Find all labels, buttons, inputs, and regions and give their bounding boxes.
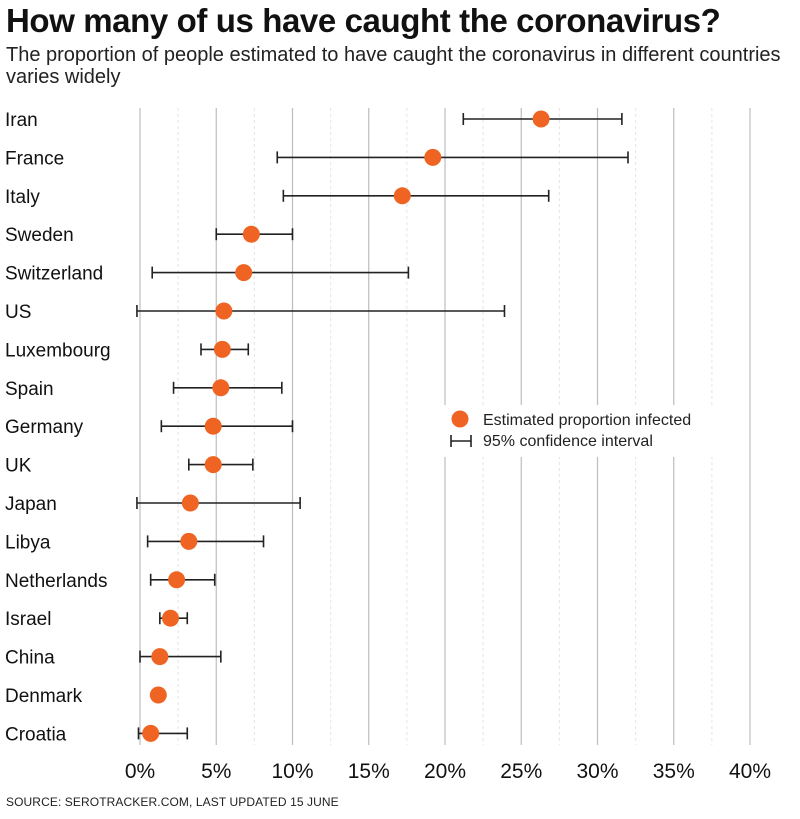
legend: Estimated proportion infected 95% confide… (442, 405, 738, 457)
dot-plot-chart: Iran France Italy Sweden Switzerland US Luxemb… (5, 108, 771, 783)
category-label: Spain (5, 379, 54, 400)
data-point (168, 571, 186, 589)
category-label: UK (5, 456, 32, 477)
category-label: France (5, 148, 64, 169)
x-tick-label: 10% (271, 760, 313, 783)
legend-errorbar-swatch (450, 435, 472, 447)
category-label: Japan (5, 494, 57, 515)
data-point (532, 110, 550, 128)
x-tick-label: 15% (348, 760, 390, 783)
data-point (151, 648, 169, 666)
category-label: Denmark (5, 686, 83, 707)
legend-entry-estimate: Estimated proportion infected (483, 412, 691, 429)
category-label: China (5, 648, 55, 669)
category-label: Luxembourg (5, 340, 111, 361)
category-label: Iran (5, 110, 38, 131)
category-label: Israel (5, 609, 51, 630)
data-point (215, 302, 233, 320)
x-axis-tick-labels: 0% 5% 10% 15% 20% 25% 30% 35% 40% (125, 760, 771, 783)
category-label: Italy (5, 187, 40, 208)
category-label: Sweden (5, 225, 74, 246)
data-point (162, 609, 179, 627)
data-point (204, 456, 222, 474)
confidence-interval-bar (136, 305, 506, 317)
data-point (149, 686, 167, 704)
legend-entry-ci: 95% confidence interval (483, 433, 653, 450)
category-label: Netherlands (5, 571, 107, 592)
category-label: Switzerland (5, 264, 103, 285)
data-point (424, 148, 442, 166)
legend-point-swatch (451, 410, 469, 428)
data-point (142, 724, 160, 742)
data-point (235, 264, 253, 282)
confidence-interval-bar (151, 266, 410, 279)
category-labels: Iran France Italy Sweden Switzerland US Luxemb… (5, 110, 111, 745)
category-label: Libya (5, 532, 51, 553)
x-tick-label: 35% (653, 760, 695, 783)
x-tick-label: 5% (201, 760, 231, 783)
data-points (142, 110, 550, 742)
category-label: Germany (5, 417, 84, 438)
x-tick-label: 20% (424, 760, 466, 783)
category-label: US (5, 302, 31, 323)
source-note: SOURCE: SEROTRACKER.COM, LAST UPDATED 15… (6, 795, 339, 809)
data-point (213, 340, 231, 358)
confidence-interval-bar (282, 189, 550, 202)
chart-title: How many of us have caught the coronavir… (6, 2, 721, 39)
category-label: Croatia (5, 724, 67, 745)
data-point (393, 187, 411, 205)
x-tick-label: 0% (125, 760, 155, 783)
data-point (212, 379, 230, 397)
confidence-interval-bar (276, 151, 629, 164)
confidence-interval-bar (136, 497, 301, 509)
data-point (242, 225, 260, 243)
legend-background (442, 405, 738, 457)
data-point (204, 417, 222, 435)
confidence-interval-bar (146, 535, 265, 548)
x-tick-label: 40% (729, 760, 771, 783)
confidence-interval-bar (160, 420, 294, 433)
x-tick-label: 30% (576, 760, 618, 783)
data-point (180, 532, 198, 550)
chart-subtitle: The proportion of people estimated to ha… (6, 44, 781, 88)
data-point (181, 494, 199, 512)
x-tick-label: 25% (500, 760, 542, 783)
